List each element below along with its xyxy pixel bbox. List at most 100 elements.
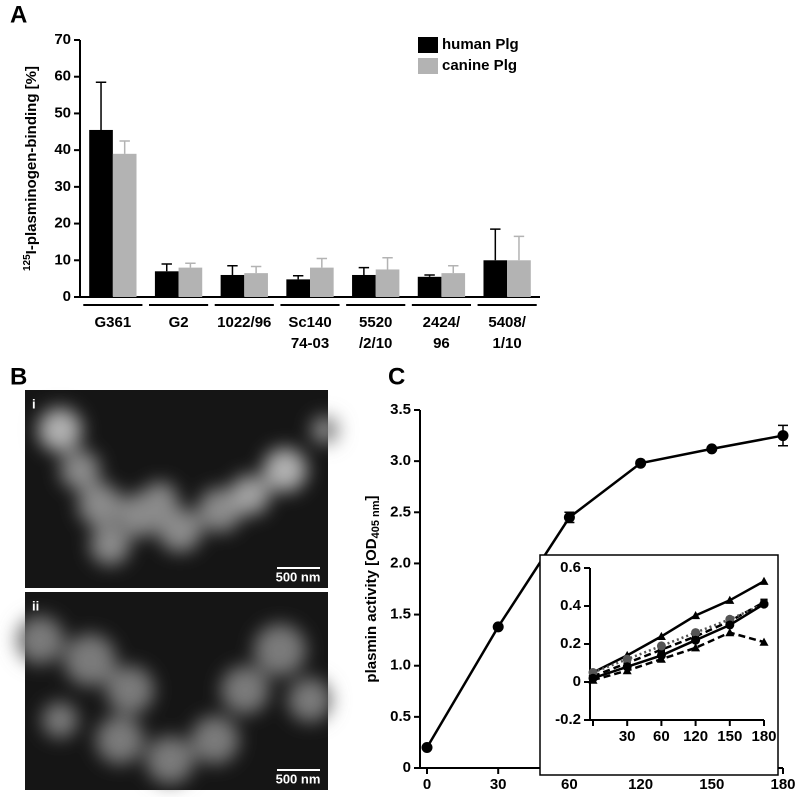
marker <box>656 631 666 640</box>
bar <box>441 273 466 297</box>
y-tick-label: 30 <box>54 178 71 195</box>
marker <box>622 662 632 672</box>
error-bar <box>382 256 393 270</box>
marker <box>691 643 701 652</box>
y-tick-label: -0.2 <box>555 711 581 728</box>
bar <box>89 129 113 297</box>
marker <box>725 620 735 630</box>
y-tick-label: 0 <box>403 759 411 776</box>
legend-label: canine Plg <box>442 57 517 74</box>
bar <box>352 274 376 297</box>
y-tick-label: 0 <box>63 288 71 305</box>
x-tick-label: 120 <box>683 728 708 745</box>
y-tick-label: 2.0 <box>390 554 411 571</box>
marker <box>635 457 647 469</box>
micrograph: ii 500 nm <box>16 592 332 790</box>
y-tick-label: 70 <box>54 31 71 48</box>
x-tick-label: 0 <box>423 776 431 793</box>
x-tick-label: 1022/96 <box>217 314 271 331</box>
bar <box>483 260 508 297</box>
x-tick-label: 5520 <box>359 314 392 331</box>
legend-swatch <box>418 37 438 53</box>
x-tick-label: 74-03 <box>291 335 329 352</box>
panel-label: C <box>388 363 405 390</box>
y-tick-label: 20 <box>54 215 71 232</box>
marker <box>759 637 769 646</box>
y-tick-label: 0.5 <box>390 708 411 725</box>
error-bar <box>119 140 130 154</box>
bar <box>244 273 268 297</box>
micrograph: i 500 nm <box>25 390 339 588</box>
line <box>592 602 765 674</box>
legend-swatch <box>418 58 438 74</box>
error-bar <box>448 265 459 274</box>
marker <box>725 628 735 637</box>
error-bar <box>161 263 172 272</box>
y-axis-label-part: ] <box>363 495 380 500</box>
panel-label: A <box>10 1 27 28</box>
y-tick-label: 3.5 <box>390 401 411 418</box>
error-bar <box>185 262 196 268</box>
x-tick-label: 1/10 <box>493 335 522 352</box>
x-tick-label: 60 <box>653 728 670 745</box>
bar <box>375 269 400 297</box>
y-tick-label: 0.4 <box>560 597 582 614</box>
y-axis-label-sup: 125 <box>22 254 33 271</box>
marker <box>777 430 789 442</box>
x-tick-label: 120 <box>628 776 653 793</box>
y-axis-label-text: I-plasminogen-binding [%] <box>23 66 40 254</box>
panel-label: B <box>10 363 27 390</box>
x-tick-label: 5408/ <box>488 314 526 331</box>
bar <box>417 276 442 297</box>
marker <box>622 654 632 664</box>
line <box>592 580 765 674</box>
line <box>592 603 765 680</box>
y-tick-label: 40 <box>54 141 71 158</box>
error-bar <box>250 265 262 274</box>
marker <box>588 673 598 683</box>
error-bar <box>292 274 304 280</box>
marker <box>759 576 769 585</box>
x-tick-label: /2/10 <box>359 335 392 352</box>
marker <box>421 742 433 754</box>
error-bar <box>424 274 435 277</box>
line <box>592 601 765 678</box>
scale-bar-label: 500 nm <box>276 771 321 786</box>
marker <box>656 641 666 651</box>
x-tick-label: 60 <box>561 776 578 793</box>
marker <box>725 595 735 604</box>
scale-bar-label: 500 nm <box>276 569 321 584</box>
error-bar <box>358 266 370 275</box>
error-bar <box>513 235 525 261</box>
marker <box>759 599 769 609</box>
error-bar <box>490 228 501 261</box>
bar <box>310 267 334 297</box>
x-tick-label: G2 <box>169 314 189 331</box>
bar <box>220 274 245 297</box>
x-tick-label: Sc140 <box>288 314 331 331</box>
y-tick-label: 10 <box>54 251 71 268</box>
y-tick-label: 1.5 <box>390 606 411 623</box>
marker <box>563 511 575 523</box>
error-bar <box>316 257 328 268</box>
bar <box>112 153 137 297</box>
x-tick-label: 30 <box>490 776 507 793</box>
marker <box>691 635 701 645</box>
marker <box>656 650 666 660</box>
y-tick-label: 1.0 <box>390 657 411 674</box>
legend-label: human Plg <box>442 36 519 53</box>
y-axis-label: plasmin activity [OD405 nm] <box>363 495 382 682</box>
error-bar <box>95 81 107 130</box>
x-tick-label: G361 <box>95 314 132 331</box>
error-bar <box>227 265 238 275</box>
y-axis-label: 125I-plasminogen-binding [%] <box>22 66 40 271</box>
y-axis-label-part: 405 nm <box>370 500 382 538</box>
marker <box>691 611 701 620</box>
marker <box>706 443 718 455</box>
y-tick-label: 0 <box>573 673 581 690</box>
x-tick-label: 30 <box>619 728 636 745</box>
micrograph-label: ii <box>32 598 39 613</box>
x-tick-label: 180 <box>751 728 776 745</box>
y-tick-label: 0.2 <box>560 635 581 652</box>
